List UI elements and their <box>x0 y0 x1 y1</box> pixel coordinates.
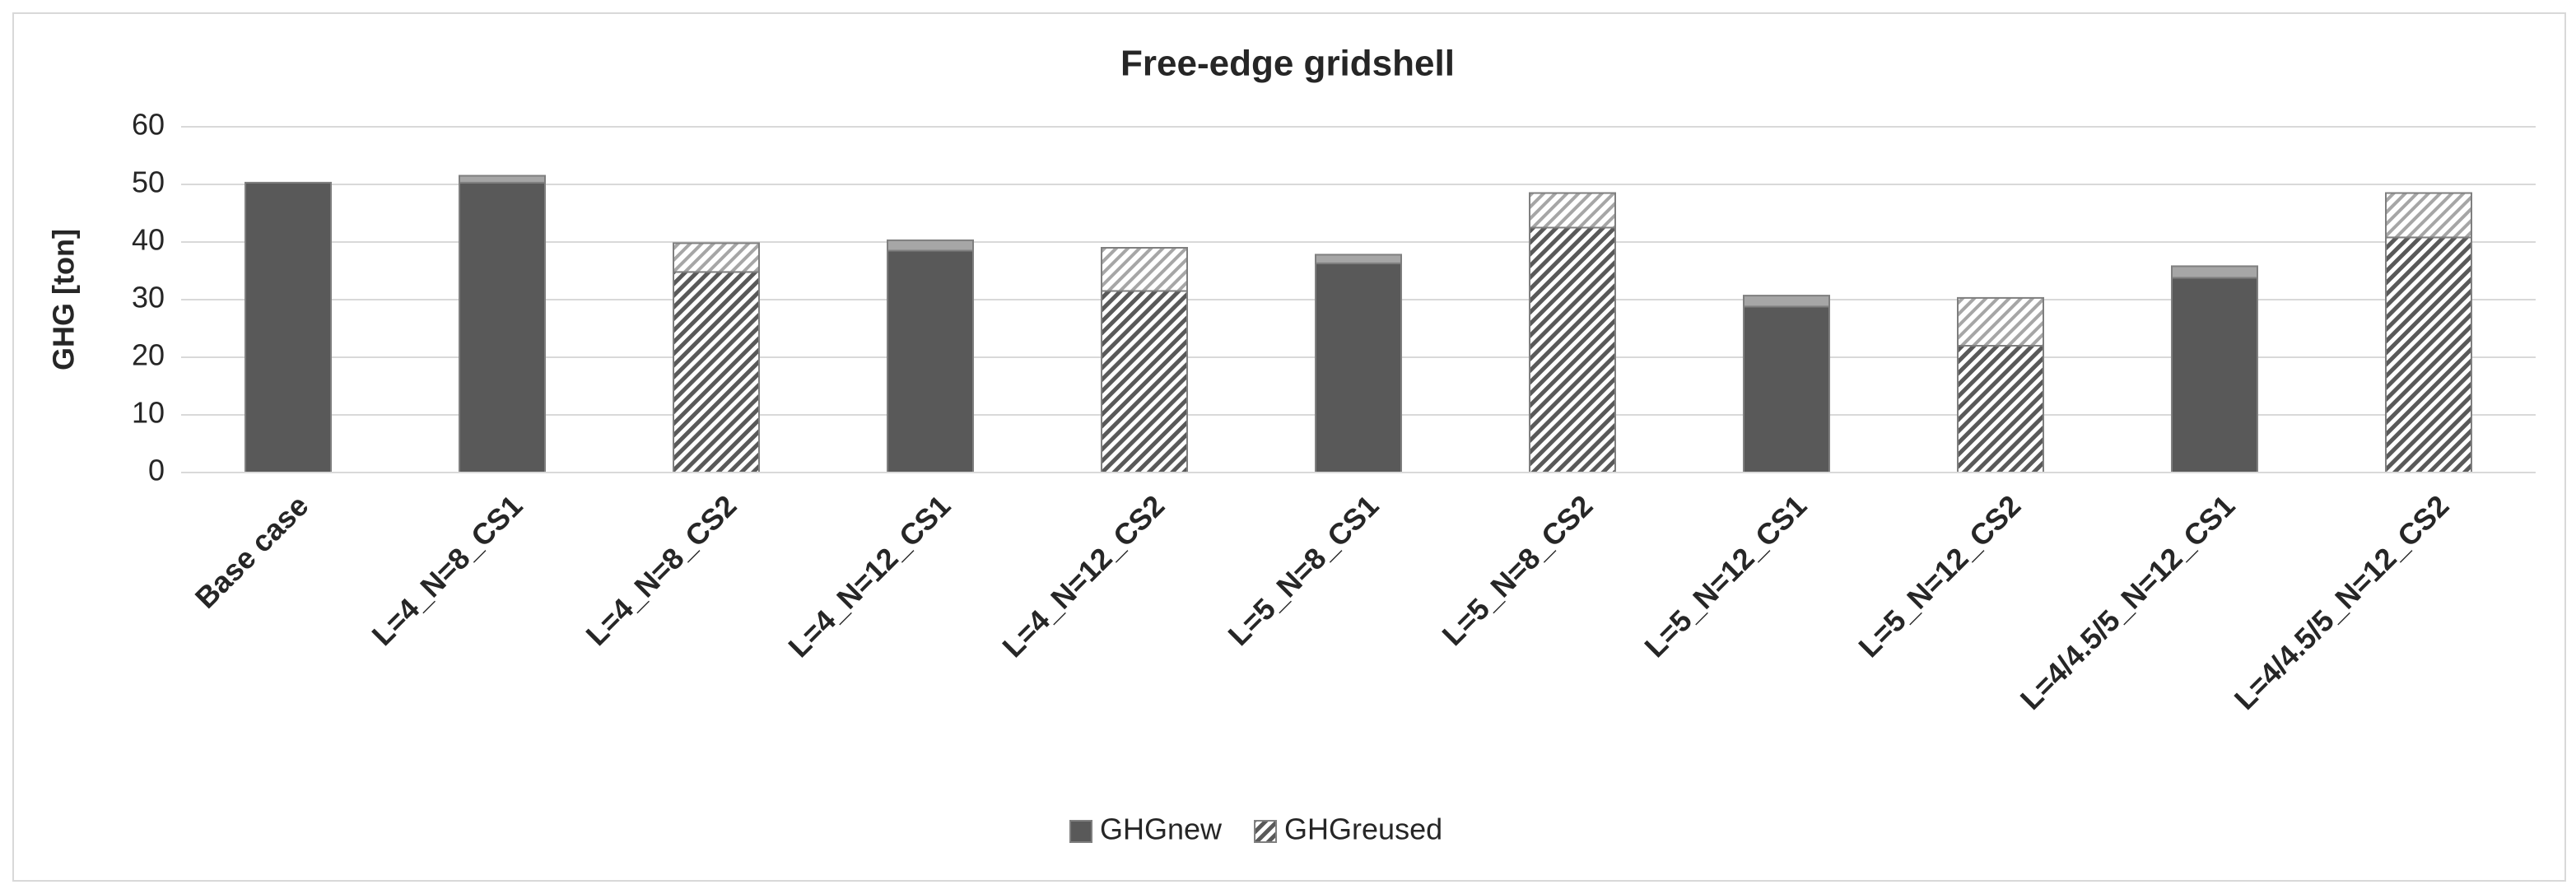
bar-segment <box>2171 277 2258 473</box>
y-tick-label: 50 <box>132 165 165 199</box>
bar-segment <box>1529 226 1616 473</box>
bar-segment <box>2385 192 2472 239</box>
bar-segment <box>673 271 760 473</box>
legend-label: GHGreused <box>1284 813 1442 846</box>
bar-segment <box>459 175 546 184</box>
y-tick-label: 30 <box>132 281 165 314</box>
legend-swatch <box>1254 820 1278 843</box>
bar-segment <box>1743 305 1830 473</box>
bar-segment <box>245 181 332 473</box>
bar-segment <box>673 242 760 273</box>
bar-segment <box>459 181 546 473</box>
legend-label: GHGnew <box>1100 813 1223 846</box>
y-tick-label: 40 <box>132 223 165 257</box>
y-tick-label: 60 <box>132 108 165 142</box>
bar-segment <box>2171 265 2258 279</box>
bar-segment <box>1315 262 1402 473</box>
bar-segment <box>1315 254 1402 264</box>
bar-segment <box>2385 236 2472 473</box>
bar-segment <box>1957 345 2044 473</box>
bar-segment <box>887 249 974 473</box>
bar-segment <box>1957 296 2044 347</box>
chart-title: Free-edge gridshell <box>1120 44 1455 84</box>
bar-segment <box>1101 290 1188 473</box>
bar-segment <box>1101 247 1188 292</box>
bar-segment <box>887 239 974 252</box>
legend-swatch <box>1069 820 1092 843</box>
chart-border <box>12 12 2566 882</box>
bar-segment <box>1743 295 1830 308</box>
y-tick-label: 20 <box>132 338 165 372</box>
y-axis-label: GHG [ton] <box>47 229 81 370</box>
bar-segment <box>1529 192 1616 229</box>
y-tick-label: 10 <box>132 396 165 430</box>
y-tick-label: 0 <box>148 454 165 487</box>
